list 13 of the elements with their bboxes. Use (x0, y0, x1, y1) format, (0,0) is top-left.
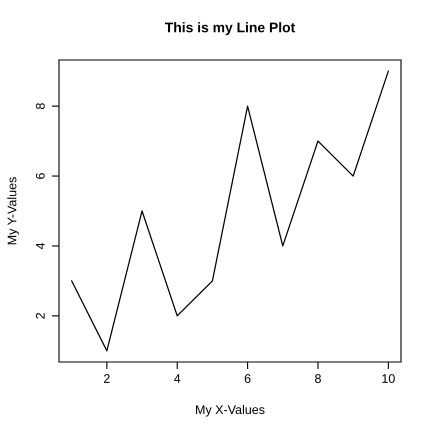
chart-title: This is my Line Plot (164, 22, 296, 36)
line-series (71, 70, 389, 352)
y-tick-label: 4 (36, 242, 45, 250)
y-tick-label: 2 (36, 313, 45, 319)
x-tick-label: 4 (174, 374, 180, 383)
x-axis-title: My X-Values (196, 404, 265, 417)
x-tick-label: 2 (104, 374, 110, 383)
x-tick-label: 6 (244, 374, 251, 383)
y-axis-title: My Y-Values (7, 177, 19, 244)
x-tick-label: 8 (315, 374, 321, 383)
y-tick-label: 8 (36, 103, 45, 110)
x-tick-label: 10 (382, 374, 395, 383)
y-tick-label: 6 (36, 173, 45, 179)
